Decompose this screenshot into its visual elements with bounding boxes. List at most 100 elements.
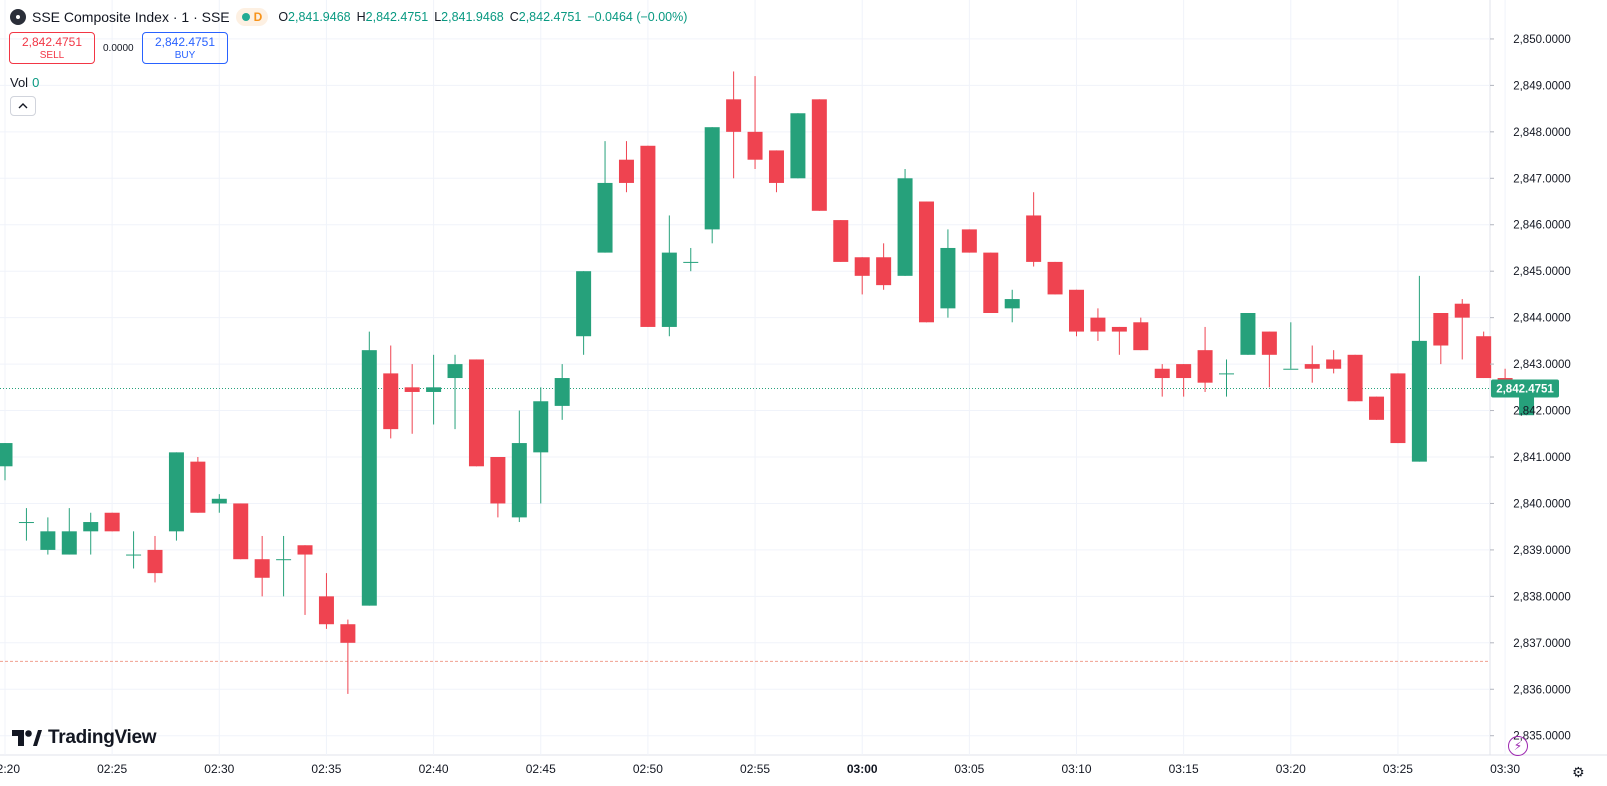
sell-price: 2,842.4751 bbox=[21, 35, 83, 49]
x-tick-label: 02:50 bbox=[633, 762, 663, 776]
candle-body bbox=[661, 252, 677, 327]
candle-body bbox=[1411, 340, 1427, 462]
candle bbox=[233, 503, 249, 560]
interval-badge: D bbox=[253, 10, 263, 24]
y-tick-label: 2,839.0000 bbox=[1513, 545, 1571, 557]
candle bbox=[961, 229, 977, 253]
y-tick-label: 2,844.0000 bbox=[1513, 313, 1571, 325]
y-tick-label: 2,842.0000 bbox=[1513, 406, 1571, 418]
y-tick-label: 2,841.0000 bbox=[1513, 452, 1571, 464]
candle-body bbox=[747, 131, 763, 160]
candle-body bbox=[211, 498, 227, 504]
candle-body bbox=[1476, 336, 1492, 379]
candle-body bbox=[1047, 261, 1063, 295]
candle-body bbox=[1261, 331, 1277, 355]
candle bbox=[1433, 313, 1449, 365]
candle-body bbox=[1283, 368, 1299, 370]
candle-body bbox=[383, 373, 399, 430]
time-axis: 02:20 02:25 02:30 02:35 02:40 02:45 02:50 02:55… bbox=[0, 762, 1520, 776]
buy-label: BUY bbox=[174, 50, 196, 61]
collapse-legend-button[interactable] bbox=[10, 96, 36, 116]
candle-body bbox=[468, 359, 484, 467]
y-tick-label: 2,835.0000 bbox=[1513, 731, 1571, 743]
candle-body bbox=[1433, 313, 1449, 346]
candle bbox=[1133, 317, 1149, 351]
tradingview-logo[interactable]: TradingView bbox=[12, 727, 157, 749]
symbol-title[interactable]: SSE Composite Index · 1 · SSE bbox=[32, 9, 230, 25]
sell-label: SELL bbox=[39, 50, 65, 61]
y-tick-label: 2,846.0000 bbox=[1513, 220, 1571, 232]
sell-button[interactable]: 2,842.4751 SELL bbox=[9, 32, 95, 64]
symbol-logo-icon bbox=[10, 9, 26, 25]
candle bbox=[833, 220, 849, 262]
y-tick-label: 2,849.0000 bbox=[1513, 80, 1571, 92]
chart-header: SSE Composite Index · 1 · SSE D O2,841.9… bbox=[10, 8, 687, 26]
candle-body bbox=[1004, 299, 1020, 309]
candle bbox=[918, 201, 934, 323]
ohlc-low: L2,841.9468 bbox=[434, 10, 504, 24]
candle-body bbox=[168, 452, 184, 532]
candle bbox=[361, 331, 377, 606]
candle-body bbox=[811, 99, 827, 211]
candle-body bbox=[683, 261, 699, 263]
x-tick-label: 03:20 bbox=[1276, 762, 1306, 776]
candle bbox=[126, 531, 142, 569]
candle bbox=[383, 345, 399, 439]
candle bbox=[726, 71, 742, 179]
buy-button[interactable]: 2,842.4751 BUY bbox=[142, 32, 228, 64]
buy-price: 2,842.4751 bbox=[154, 35, 216, 49]
y-tick-label: 2,840.0000 bbox=[1513, 498, 1571, 510]
candle bbox=[297, 545, 313, 615]
candle bbox=[854, 257, 870, 295]
x-tick-label: 02:45 bbox=[526, 762, 556, 776]
candle-body bbox=[233, 503, 249, 560]
candle bbox=[683, 247, 699, 272]
lightning-icon[interactable]: ⚡ bbox=[1508, 736, 1528, 756]
candle-body bbox=[983, 252, 999, 313]
candle bbox=[876, 243, 892, 290]
candle-body bbox=[18, 522, 34, 524]
candle bbox=[211, 494, 227, 513]
candle-body bbox=[1304, 364, 1320, 369]
candle bbox=[426, 354, 442, 425]
market-status-badge[interactable]: D bbox=[235, 8, 269, 26]
candle bbox=[1411, 275, 1427, 462]
x-tick-label: 02:20 bbox=[0, 762, 20, 776]
chart-grid bbox=[0, 0, 1607, 756]
candle bbox=[533, 387, 549, 504]
candle bbox=[190, 457, 206, 513]
candle bbox=[1090, 308, 1106, 341]
candle-body bbox=[426, 387, 442, 392]
market-open-icon bbox=[241, 13, 250, 21]
candle-body bbox=[1390, 373, 1406, 444]
candle bbox=[1111, 326, 1127, 355]
candle bbox=[1154, 364, 1170, 397]
candle bbox=[404, 364, 420, 434]
candle-body bbox=[190, 461, 206, 513]
last-price-label: 2,842.4751 bbox=[1491, 379, 1559, 398]
candle-body bbox=[83, 522, 99, 532]
candle bbox=[1347, 354, 1363, 402]
candle-body bbox=[361, 350, 377, 606]
candle-body bbox=[790, 113, 806, 179]
candles bbox=[0, 71, 1535, 694]
candle bbox=[490, 457, 506, 518]
y-tick-label: 2,838.0000 bbox=[1513, 591, 1571, 603]
candle bbox=[1197, 326, 1213, 392]
candle-body bbox=[618, 159, 634, 183]
candle bbox=[1004, 289, 1020, 323]
candle-body bbox=[1154, 368, 1170, 379]
x-tick-label: 03:00 bbox=[847, 762, 878, 776]
x-tick-label: 03:25 bbox=[1383, 762, 1413, 776]
y-tick-label: 2,847.0000 bbox=[1513, 173, 1571, 185]
candle-body bbox=[318, 596, 334, 625]
x-tick-label: 02:25 bbox=[97, 762, 127, 776]
y-tick-label: 2,848.0000 bbox=[1513, 127, 1571, 139]
gear-icon[interactable]: ⚙ bbox=[1572, 764, 1585, 780]
candle-body bbox=[1176, 364, 1192, 379]
candle-body bbox=[1347, 354, 1363, 402]
candle bbox=[104, 512, 120, 532]
candle bbox=[83, 512, 99, 555]
volume-value: 0 bbox=[32, 75, 40, 90]
